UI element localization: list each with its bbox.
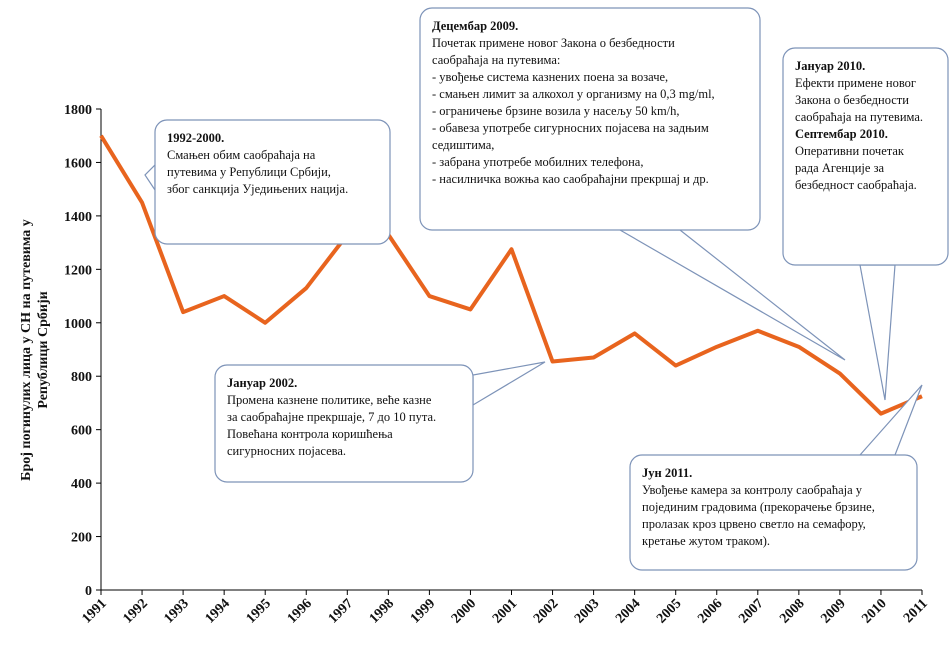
y-tick-label: 1600 [64, 156, 92, 171]
callout-title: Децембар 2009. [432, 19, 518, 33]
callout-text: седиштима, [432, 138, 494, 152]
x-tick-label: 2001 [490, 596, 520, 626]
callout: Јануар 2010. Ефекти примене новог Закона о… [782, 47, 949, 401]
y-tick-label: 1400 [64, 210, 92, 225]
y-tick-label: 600 [71, 424, 92, 439]
x-tick-label: 1991 [79, 596, 109, 626]
y-tick-label: 1000 [64, 317, 92, 332]
callout: Децембар 2009. Почетак примене новог Зако… [419, 7, 846, 361]
x-tick-label: 2009 [818, 596, 848, 626]
callout-text: Почетак примене новог Закона о безбеднос… [432, 36, 675, 50]
callout-title: Јун 2011. [642, 466, 692, 480]
y-tick-label: 200 [71, 531, 92, 546]
y-tick-label: 0 [85, 584, 92, 599]
x-tick-label: 1996 [285, 596, 315, 626]
callout-box [629, 454, 918, 571]
y-tick-label: 400 [71, 477, 92, 492]
y-tick-label: 1800 [64, 103, 92, 118]
x-tick-label: 1999 [408, 596, 438, 626]
callout-text: - забрана употребе мобилних телефона, [432, 155, 643, 169]
x-tick-label: 2011 [901, 596, 931, 626]
y-tick-label: 1200 [64, 263, 92, 278]
callout-text: - смањен лимит за алкохол у организму на… [432, 87, 715, 101]
callout-text: Промена казнене политике, веће казне [227, 393, 432, 407]
callout-title: 1992-2000. [167, 131, 224, 145]
callout: 1992-2000. Смањен обим саобраћаја на путев… [144, 119, 391, 245]
x-tick-label: 2003 [572, 596, 602, 626]
callout-text: - обавеза употребе сигурносних појасева … [432, 121, 709, 135]
callout-title: Септембар 2010. [795, 127, 888, 141]
callout-text: кретање жутом траком). [642, 534, 770, 548]
x-tick-label: 2010 [859, 596, 889, 626]
callout-box [154, 119, 391, 245]
callout-text: пролазак кроз црвено светло на семафору, [642, 517, 866, 531]
callout: Јануар 2002. Промена казнене политике, ве… [214, 361, 546, 483]
callout-text: Увођење камера за контролу саобраћаја у [642, 483, 863, 497]
callout-text: за саобраћајне прекршаје, 7 до 10 пута. [227, 410, 436, 424]
x-tick-label: 2005 [654, 596, 684, 626]
y-tick-label: 800 [71, 370, 92, 385]
callout-text: Повећана контрола коришћења [227, 427, 393, 441]
callout-text: саобраћаја на путевима. [795, 110, 923, 124]
data-line [99, 134, 923, 416]
callout-text: сигурносних појасева. [227, 444, 346, 458]
callout-text: Закона о безбедности [795, 93, 909, 107]
x-tick-label: 1994 [203, 596, 233, 626]
callout-text: Ефекти примене новог [795, 76, 916, 90]
callout-text: појединим градовима (прекорачење брзине, [642, 500, 875, 514]
callout-text: - насилничка вожња као саобраћајни прекр… [432, 172, 709, 186]
callout-text: рада Агенције за [795, 161, 885, 175]
callout-text: због санкција Уједињених нација. [167, 182, 348, 196]
x-tick-label: 2002 [531, 596, 561, 626]
x-tick-label: 1993 [162, 596, 192, 626]
x-tick-label: 1997 [326, 596, 356, 626]
callout-box [214, 364, 474, 483]
callout-text: путевима у Републици Србији, [167, 165, 331, 179]
x-tick-label: 2008 [777, 596, 807, 626]
callout-text: - увођење система казнених поена за воза… [432, 70, 668, 84]
x-tick-label: 2004 [613, 596, 643, 626]
y-axis-label: Републици Србији [36, 291, 51, 408]
callout-text: безбедност саобраћаја. [795, 178, 917, 192]
callout-text: Смањен обим саобраћаја на [167, 148, 316, 162]
callout-title: Јануар 2010. [795, 59, 865, 73]
x-tick-label: 2006 [695, 596, 725, 626]
x-tick-label: 2000 [449, 596, 479, 626]
callout-box [419, 7, 761, 231]
y-axis-label: Број погинулих лица у СН на путевима у [19, 219, 34, 481]
callout-text: Оперативни почетак [795, 144, 905, 158]
x-tick-label: 1995 [244, 596, 274, 626]
callout-text: - ограничење брзине возила у насељу 50 k… [432, 104, 680, 118]
x-tick-label: 1998 [367, 596, 397, 626]
callout: Јун 2011. Увођење камера за контролу саоб… [629, 384, 923, 571]
x-tick-label: 2007 [736, 596, 766, 626]
callout-title: Јануар 2002. [227, 376, 297, 390]
x-tick-label: 1992 [120, 596, 150, 626]
callout-box [782, 47, 949, 266]
callout-text: саобраћаја на путевима: [432, 53, 560, 67]
